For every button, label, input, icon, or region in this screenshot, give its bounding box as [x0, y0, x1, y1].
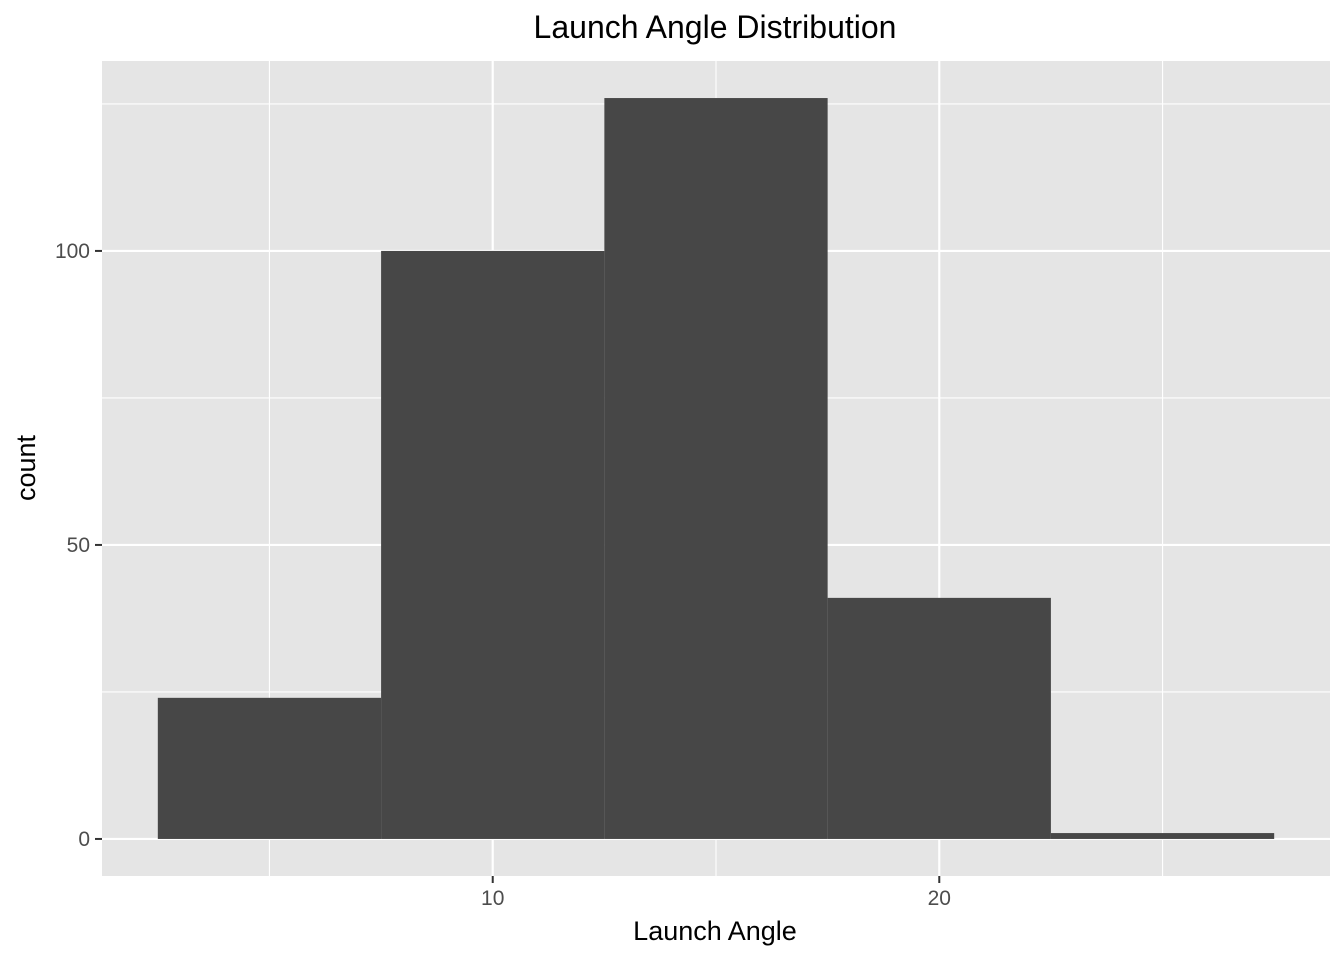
- chart-title: Launch Angle Distribution: [534, 9, 897, 45]
- histogram-bar: [157, 697, 382, 839]
- y-tick-label: 50: [67, 534, 90, 557]
- y-tick-label: 100: [55, 240, 90, 263]
- histogram-bar: [827, 597, 1051, 839]
- histogram-bar: [1050, 833, 1275, 839]
- histogram-bars: [157, 98, 1275, 839]
- x-tick-label: 10: [481, 887, 504, 910]
- y-axis: 0 50 100: [55, 240, 102, 851]
- histogram-bar: [381, 250, 605, 839]
- y-tick-label: 0: [78, 828, 90, 851]
- histogram-bar: [604, 98, 828, 839]
- x-axis-title: Launch Angle: [633, 916, 797, 946]
- x-axis: 10 20: [481, 876, 951, 910]
- x-tick-label: 20: [928, 887, 951, 910]
- y-axis-title: count: [11, 434, 41, 501]
